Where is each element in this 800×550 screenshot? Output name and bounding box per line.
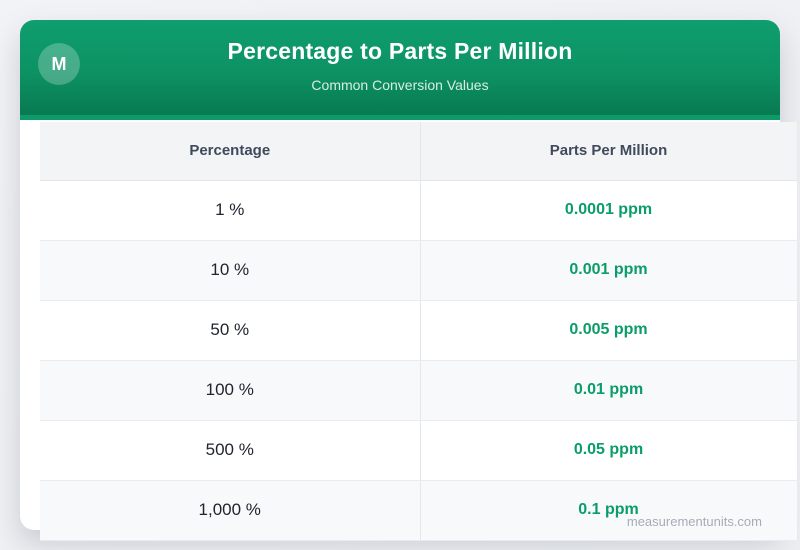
site-watermark: measurementunits.com: [626, 514, 762, 529]
brand-badge: M: [38, 43, 80, 85]
ppm-value: 0.001 ppm: [420, 240, 797, 301]
page-subtitle: Common Conversion Values: [311, 77, 489, 93]
table-row: 100 % 0.01 ppm: [40, 360, 797, 421]
brand-badge-letter: M: [51, 53, 67, 74]
percentage-value: 1,000 %: [40, 480, 421, 541]
ppm-value: 0.0001 ppm: [420, 180, 797, 241]
ppm-value: 0.1 ppm: [420, 480, 797, 541]
ppm-value: 0.01 ppm: [420, 360, 797, 421]
conversion-table: Percentage Parts Per Million 1 % 0.0001 …: [40, 122, 798, 541]
header-accent-strip: [20, 115, 780, 120]
table-header-row: Percentage Parts Per Million: [40, 122, 797, 181]
percentage-value: 10 %: [40, 240, 421, 301]
percentage-value: 50 %: [40, 300, 421, 361]
table-row: 50 % 0.005 ppm: [40, 300, 797, 361]
table-row: 1,000 % 0.1 ppm: [40, 480, 797, 541]
percentage-value: 100 %: [40, 360, 421, 421]
column-header-percentage: Percentage: [40, 122, 421, 181]
table-body: 1 % 0.0001 ppm 10 % 0.001 ppm 50 % 0.005…: [40, 180, 797, 541]
percentage-value: 500 %: [40, 420, 421, 481]
page-title: Percentage to Parts Per Million: [227, 38, 573, 64]
percentage-value: 1 %: [40, 180, 421, 241]
table-row: 500 % 0.05 ppm: [40, 420, 797, 481]
table-row: 1 % 0.0001 ppm: [40, 180, 797, 241]
ppm-value: 0.05 ppm: [420, 420, 797, 481]
table-row: 10 % 0.001 ppm: [40, 240, 797, 301]
ppm-value: 0.005 ppm: [420, 300, 797, 361]
column-header-ppm: Parts Per Million: [420, 122, 797, 181]
card-header: M Percentage to Parts Per Million Common…: [20, 20, 780, 115]
